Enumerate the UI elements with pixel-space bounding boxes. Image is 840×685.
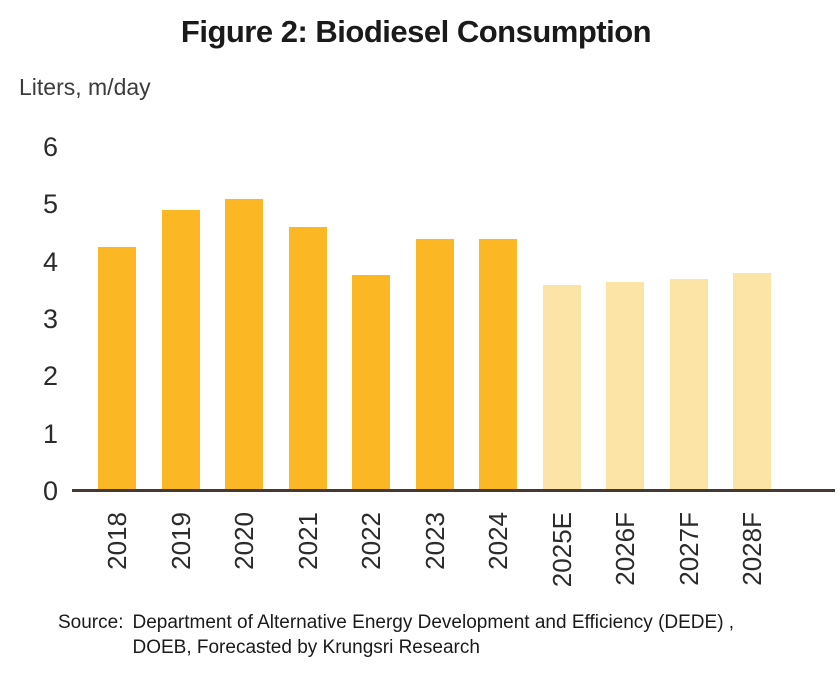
chart-title: Figure 2: Biodiesel Consumption — [180, 14, 652, 49]
bar-2023 — [415, 238, 454, 491]
bar-2027F — [669, 278, 708, 491]
x-label-2023: 2023 — [419, 512, 450, 570]
y-tick-1: 1 — [42, 418, 58, 449]
y-tick-5: 5 — [42, 189, 58, 220]
bar-2022 — [352, 274, 390, 491]
bar-2024 — [479, 238, 517, 491]
bar-2028F — [733, 273, 771, 491]
source-line-1: Department of Alternative Energy Develop… — [132, 612, 735, 633]
y-tick-4: 4 — [42, 246, 58, 277]
x-label-2027F: 2027F — [673, 512, 704, 586]
y-tick-0: 0 — [42, 476, 58, 506]
y-tick-3: 3 — [42, 304, 58, 334]
source-text: Department of Alternative Energy Develop… — [132, 610, 734, 660]
y-tick-2: 2 — [42, 361, 58, 392]
x-label-2020: 2020 — [229, 512, 259, 570]
x-label-2018: 2018 — [102, 512, 132, 570]
x-label-2022: 2022 — [356, 512, 386, 570]
x-label-2021: 2021 — [292, 512, 323, 570]
x-label-2026F: 2026F — [610, 512, 640, 586]
y-axis-unit-label: Liters, m/day — [19, 74, 151, 100]
bar-2026F — [606, 281, 644, 491]
bar-2025E — [542, 284, 581, 491]
x-label-2024: 2024 — [483, 512, 513, 570]
x-axis-line — [72, 489, 835, 492]
y-tick-6: 6 — [42, 132, 58, 162]
source-prefix: Source: — [58, 612, 124, 633]
x-label-2019: 2019 — [165, 512, 196, 570]
x-label-2028F: 2028F — [737, 512, 767, 586]
bar-2018 — [98, 247, 136, 491]
bar-2019 — [161, 210, 200, 491]
source-note: Source: Department of Alternative Energy… — [58, 610, 818, 660]
source-line-2: DOEB, Forecasted by Krungsri Research — [132, 637, 480, 658]
bar-2020 — [225, 198, 263, 491]
bar-2021 — [288, 227, 327, 491]
x-label-2025E: 2025E — [546, 512, 577, 588]
